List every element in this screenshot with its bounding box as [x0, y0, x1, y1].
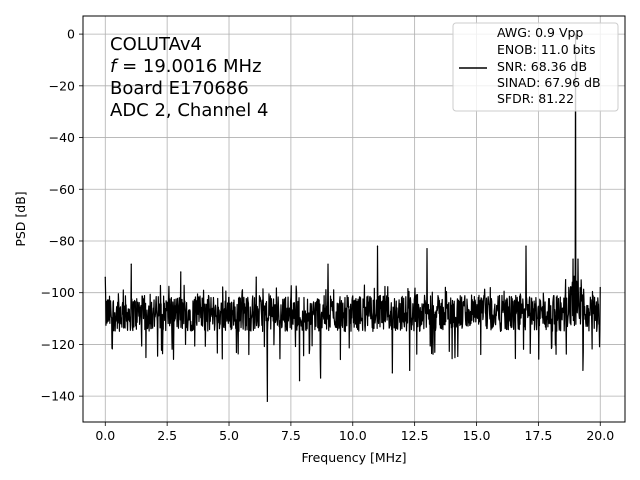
y-tick-label: −120: [41, 337, 75, 352]
spur-point: [391, 372, 393, 374]
y-tick-label: −100: [41, 285, 75, 300]
spur-point: [572, 258, 574, 260]
spur-point: [599, 286, 601, 289]
frequency-value: = 19.0016 MHz: [116, 56, 261, 77]
spur-point: [426, 248, 428, 250]
annotation-line-2: f = 19.0016 MHz: [110, 56, 262, 77]
y-tick-label: −40: [49, 130, 75, 145]
axes-frame: [82, 15, 626, 423]
x-tick-label: 17.5: [524, 428, 552, 443]
y-tick-label: 0: [67, 27, 75, 42]
spur-point: [409, 369, 411, 371]
legend-entry-enob: ENOB: 11.0 bits: [497, 42, 595, 57]
legend-box: [452, 22, 619, 112]
x-tick-label: 7.5: [281, 428, 301, 443]
legend-entry-awg: AWG: 0.9 Vpp: [497, 25, 583, 40]
y-tick-label: −80: [49, 233, 75, 248]
psd-series-layer: [104, 33, 601, 402]
x-tick-label: 20.0: [586, 428, 614, 443]
y-tick-label: −140: [41, 389, 75, 404]
y-tick-label: −20: [49, 78, 75, 93]
y-axis-label: PSD [dB]: [13, 191, 28, 246]
spur-point: [266, 400, 268, 402]
frequency-symbol: f: [110, 56, 119, 77]
spur-point: [298, 380, 301, 382]
legend-entry-snr: SNR: 68.36 dB: [497, 59, 587, 74]
annotation-box: COLUTAv4 f = 19.0016 MHz Board E170686 A…: [110, 34, 268, 121]
spur-point: [565, 279, 567, 281]
x-axis-label: Frequency [MHz]: [301, 450, 406, 465]
annotation-line-1: COLUTAv4: [110, 34, 202, 55]
annotation-line-4: ADC 2, Channel 4: [110, 100, 268, 121]
x-tick-label: 2.5: [157, 428, 177, 443]
legend-entry-sinad: SINAD: 67.96 dB: [497, 75, 601, 90]
legend: AWG: 0.9 Vpp ENOB: 11.0 bits SNR: 68.36 …: [452, 22, 619, 112]
annotation-line-3: Board E170686: [110, 78, 249, 99]
y-tick-label: −60: [49, 182, 75, 197]
x-tick-label: 0.0: [95, 428, 115, 443]
x-tick-label: 15.0: [463, 428, 491, 443]
spur-point: [319, 377, 322, 379]
x-tick-label: 5.0: [219, 428, 239, 443]
x-tick-label: 12.5: [401, 428, 429, 443]
spur-point: [180, 271, 182, 273]
spur-point: [577, 258, 579, 260]
psd-series-line: [104, 33, 601, 402]
grid: [83, 16, 625, 422]
y-axis-ticks: 0 −20 −40 −60 −80 −100 −120 −140: [41, 27, 83, 404]
spur-point: [130, 263, 132, 265]
spur-point: [327, 263, 329, 265]
spur-point: [376, 245, 379, 247]
x-tick-label: 10.0: [339, 428, 367, 443]
x-axis-ticks: 0.0 2.5 5.0 7.5 10.0 12.5 15.0 17.5 20.0: [95, 422, 614, 443]
legend-entry-sfdr: SFDR: 81.22: [497, 91, 574, 106]
spur-point: [525, 245, 527, 247]
spur-point: [104, 276, 106, 278]
spur-point: [582, 369, 584, 371]
spur-point: [255, 276, 257, 278]
